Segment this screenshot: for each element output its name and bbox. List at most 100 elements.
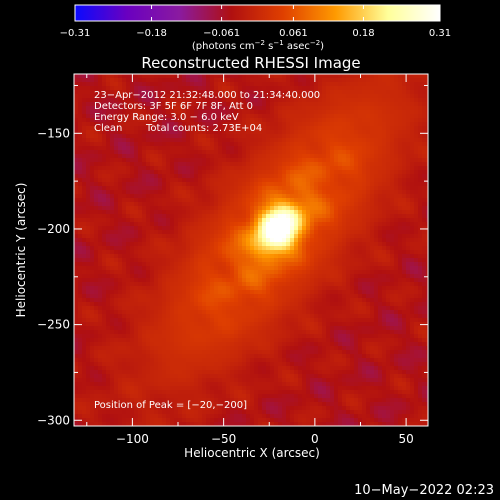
heatmap-cell (362, 258, 367, 263)
heatmap-cell (94, 90, 99, 95)
heatmap-cell (398, 174, 403, 179)
heatmap-cell (114, 138, 119, 143)
heatmap-cell (174, 106, 179, 111)
heatmap-cell (114, 86, 119, 91)
heatmap-cell (162, 198, 167, 203)
heatmap-cell (402, 206, 407, 211)
heatmap-cell (414, 142, 419, 147)
heatmap-cell (414, 154, 419, 159)
heatmap-cell (318, 110, 323, 115)
heatmap-cell (394, 238, 399, 243)
heatmap-cell (370, 162, 375, 167)
heatmap-cell (166, 258, 171, 263)
heatmap-cell (314, 122, 319, 127)
heatmap-cell (274, 254, 279, 259)
heatmap-cell (106, 134, 111, 139)
heatmap-cell (366, 178, 371, 183)
heatmap-cell (206, 262, 211, 267)
heatmap-cell (206, 222, 211, 227)
heatmap-cell (274, 114, 279, 119)
heatmap-cell (306, 150, 311, 155)
heatmap-cell (94, 74, 99, 79)
heatmap-cell (150, 126, 155, 131)
heatmap-cell (122, 258, 127, 263)
heatmap-cell (130, 238, 135, 243)
heatmap-cell (86, 82, 91, 87)
heatmap-cell (270, 114, 275, 119)
heatmap-cell (146, 102, 151, 107)
heatmap-cell (146, 198, 151, 203)
heatmap-cell (174, 182, 179, 187)
heatmap-cell (274, 142, 279, 147)
heatmap-cell (174, 290, 179, 295)
heatmap-cell (346, 102, 351, 107)
heatmap-cell (198, 170, 203, 175)
heatmap-cell (374, 86, 379, 91)
heatmap-cell (82, 74, 87, 79)
heatmap-cell (314, 278, 319, 283)
heatmap-cell (90, 86, 95, 91)
heatmap-cell (102, 150, 107, 155)
heatmap-cell (94, 118, 99, 123)
heatmap-cell (130, 86, 135, 91)
heatmap-cell (254, 102, 259, 107)
heatmap-cell (222, 274, 227, 279)
heatmap-cell (90, 234, 95, 239)
heatmap-cell (346, 262, 351, 267)
heatmap-cell (146, 230, 151, 235)
heatmap-cell (358, 230, 363, 235)
heatmap-cell (278, 182, 283, 187)
heatmap-cell (390, 286, 395, 291)
heatmap-cell (178, 210, 183, 215)
heatmap-cell (90, 130, 95, 135)
heatmap-cell (146, 206, 151, 211)
heatmap-cell (198, 270, 203, 275)
heatmap-cell (346, 202, 351, 207)
heatmap-cell (410, 166, 415, 171)
heatmap-cell (170, 146, 175, 151)
heatmap-cell (306, 182, 311, 187)
heatmap-cell (250, 250, 255, 255)
heatmap-cell (206, 254, 211, 259)
heatmap-cell (178, 258, 183, 263)
heatmap-cell (238, 178, 243, 183)
heatmap-cell (106, 274, 111, 279)
heatmap-cell (122, 130, 127, 135)
heatmap-cell (294, 222, 299, 227)
heatmap-cell (206, 218, 211, 223)
heatmap-cell (114, 74, 119, 79)
heatmap-cell (74, 110, 79, 115)
heatmap-cell (174, 94, 179, 99)
heatmap-cell (178, 114, 183, 119)
heatmap-cell (346, 234, 351, 239)
heatmap-cell (202, 182, 207, 187)
heatmap-cell (218, 114, 223, 119)
heatmap-cell (110, 266, 115, 271)
heatmap-cell (242, 150, 247, 155)
heatmap-cell (122, 274, 127, 279)
heatmap-cell (374, 198, 379, 203)
heatmap-cell (214, 242, 219, 247)
heatmap-cell (110, 154, 115, 159)
heatmap-cell (158, 174, 163, 179)
chart-title: Reconstructed RHESSI Image (141, 54, 360, 72)
heatmap-cell (102, 166, 107, 171)
heatmap-cell (342, 186, 347, 191)
heatmap-cell (78, 186, 83, 191)
heatmap-cell (254, 86, 259, 91)
heatmap-cell (102, 102, 107, 107)
heatmap-cell (370, 206, 375, 211)
heatmap-cell (310, 238, 315, 243)
heatmap-cell (90, 162, 95, 167)
heatmap-cell (342, 154, 347, 159)
heatmap-cell (158, 242, 163, 247)
heatmap-cell (354, 98, 359, 103)
colorbar-tick-label: 0.18 (352, 28, 374, 39)
heatmap-cell (346, 174, 351, 179)
heatmap-cell (354, 130, 359, 135)
heatmap-cell (426, 166, 428, 171)
heatmap-cell (286, 266, 291, 271)
heatmap-cell (226, 174, 231, 179)
heatmap-cell (374, 170, 379, 175)
